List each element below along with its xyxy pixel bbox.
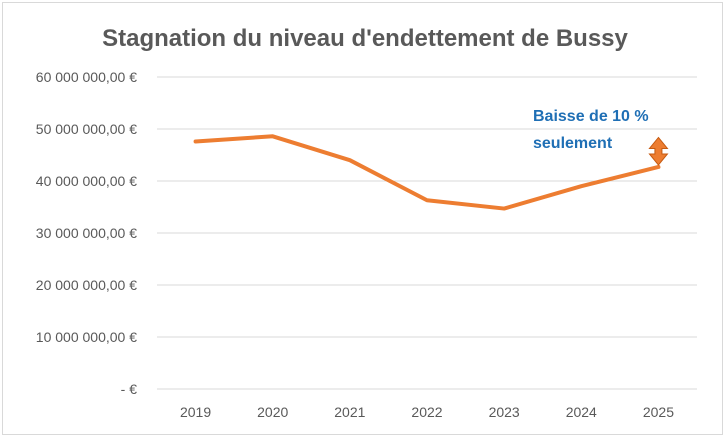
x-tick-label: 2022 [411,404,442,420]
y-tick-label: 20 000 000,00 € [36,277,137,293]
y-tick-label: 40 000 000,00 € [36,173,137,189]
series-line [193,134,661,211]
gridlines [157,76,697,390]
annotation: Baisse de 10 % seulement [533,108,669,166]
double-arrow-icon [648,136,669,166]
series-group [193,134,661,211]
annotation-line-2: seulement [533,135,613,152]
chart-title: Stagnation du niveau d'endettement de Bu… [102,25,628,52]
y-tick-label: 10 000 000,00 € [36,329,137,345]
x-tick-label: 2024 [566,404,597,420]
annotation-line-1: Baisse de 10 % [533,108,649,125]
x-tick-label: 2025 [643,404,674,420]
x-tick-label: 2023 [489,404,520,420]
y-tick-label: 30 000 000,00 € [36,225,137,241]
y-tick-label: 60 000 000,00 € [36,69,137,85]
x-tick-label: 2020 [257,404,288,420]
y-axis-tick-labels: - € 10 000 000,00 € 20 000 000,00 € 30 000 … [36,69,137,397]
y-tick-label: 50 000 000,00 € [36,121,137,137]
x-tick-label: 2019 [180,404,211,420]
x-axis-tick-labels: 2019 2020 2021 2022 2023 2024 2025 [180,404,674,420]
chart-frame [2,2,723,435]
x-tick-label: 2021 [334,404,365,420]
y-tick-label: - € [121,381,138,397]
